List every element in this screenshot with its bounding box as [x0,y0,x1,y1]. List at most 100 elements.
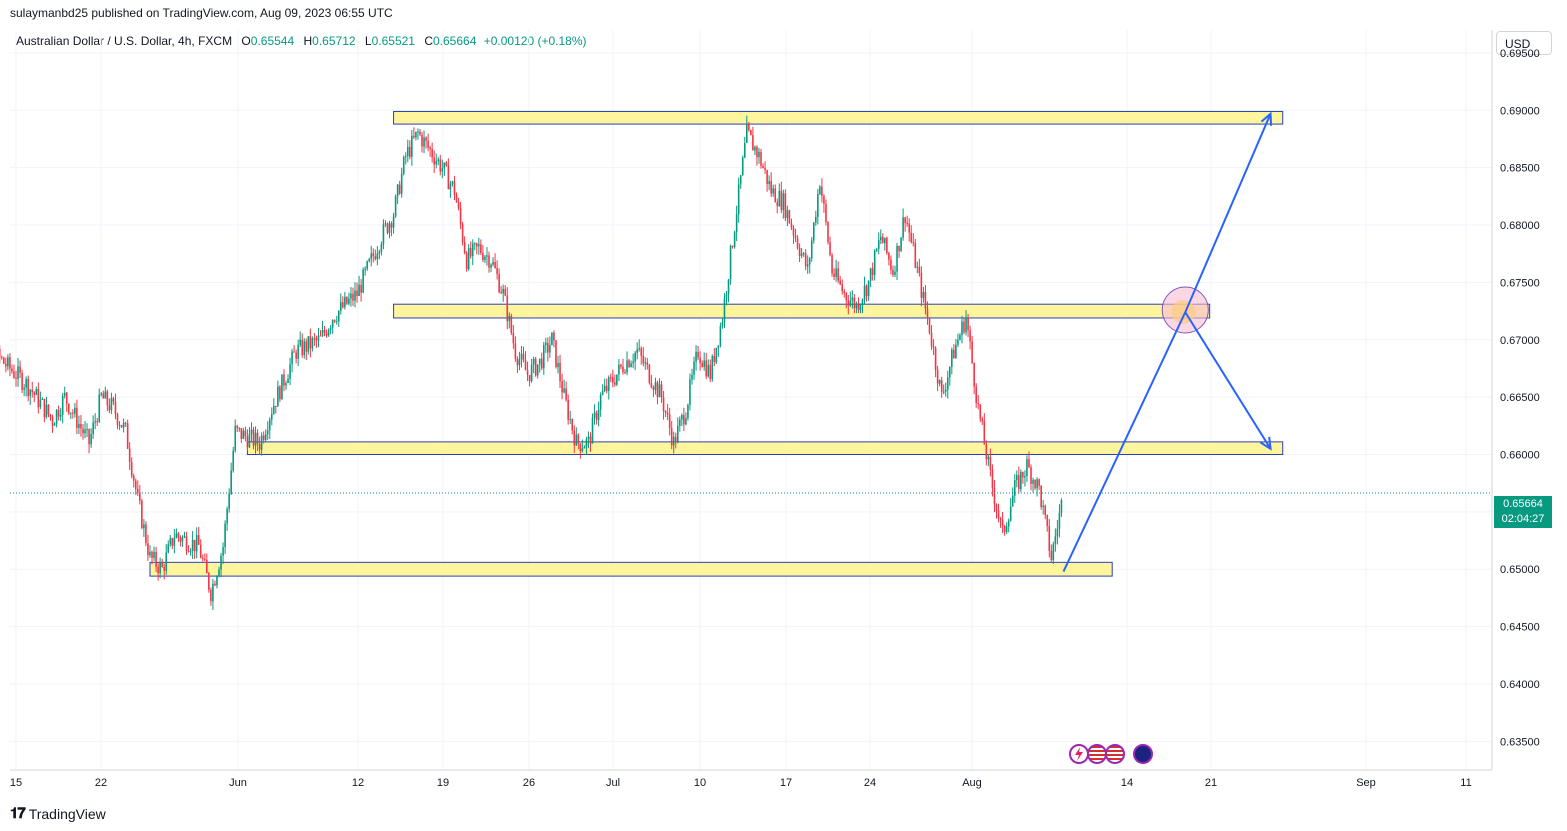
candle-up [593,412,596,418]
candle-up [711,356,714,380]
candle-down [15,377,17,379]
candle-up [679,419,681,426]
candle-down [912,242,915,244]
candle-down [609,377,612,379]
au-flag-event-icon[interactable] [1133,744,1153,764]
candle-up [449,183,452,190]
candle-down [999,518,1002,520]
price-axis[interactable]: 0.69500 0.69000 0.68500 0.68000 0.67500 0.670… [1500,48,1540,748]
projection-path[interactable] [1062,111,1273,572]
candle-down [731,245,734,247]
candle-down [47,404,50,415]
candle-up [104,391,107,399]
candle-down [652,387,655,390]
candle-up [875,248,878,251]
candle-up [90,434,92,445]
candle-up [281,374,283,400]
us-flag-event-icon[interactable] [1105,744,1125,764]
candle-up [1054,536,1057,544]
candle-down [650,382,653,388]
candle-down [766,169,768,185]
us-flag-event-icon[interactable] [1087,744,1107,764]
candle-down [784,193,787,219]
price-tick-label: 0.64000 [1500,679,1540,691]
candle-down [76,407,78,428]
candle-up [607,377,610,391]
candle-down [997,510,1000,519]
candle-up [250,429,253,435]
candle-down [674,436,677,443]
candle-up [220,555,222,570]
candle-up [242,430,245,439]
candle-down [924,291,927,309]
candle-up [530,364,533,382]
candle-up [691,374,693,380]
candle-up [94,421,96,423]
candle-down [210,589,212,602]
candle-up [676,425,679,443]
candle-up [212,583,214,602]
candle-up [285,383,287,386]
candle-up [378,251,381,254]
candle-down [459,208,462,225]
candle-up [366,261,368,269]
candle-up [687,404,689,419]
candle-down [975,386,977,404]
candle-down [1034,480,1036,489]
candle-down [346,296,348,304]
open-value: 0.65544 [250,34,295,48]
candle-down [120,425,123,428]
candle-down [595,412,598,420]
candle-up [959,334,961,340]
candle-up [867,280,870,297]
candle-down [0,356,3,358]
candle-up [441,168,444,172]
zone-rectangles[interactable] [149,110,1284,577]
candle-down [171,538,174,546]
currency-button[interactable]: USD [1496,31,1552,55]
candle-down [134,480,137,490]
candle-down [256,432,259,444]
candle-up [743,142,746,158]
candle-down [236,425,239,428]
candle-up [585,439,588,448]
candle-up [703,360,705,367]
candle-down [421,134,423,147]
candle-down [748,123,750,131]
candle-up [1056,528,1059,537]
candle-down [888,253,890,260]
support-resistance-zone [149,561,1113,577]
candle-up [685,418,687,425]
candle-down [1050,550,1053,561]
lightning-event-icon[interactable] [1069,744,1089,764]
candle-down [482,252,484,261]
time-tick-label: 11 [1460,777,1471,789]
candle-down [640,348,643,356]
candle-down [709,364,712,380]
candle-down [155,552,157,567]
candle-down [398,184,401,194]
candle-down [628,360,630,367]
candle-down [555,340,557,368]
candle-up [266,430,269,435]
candle-up [53,423,56,426]
candle-down [112,398,115,402]
time-axis[interactable]: 15 22 Jun 12 19 26 Jul 10 17 24 Aug 14 21 Sep 11 [10,777,1472,789]
candle-up [815,216,817,223]
tradingview-brand[interactable]: 𝟏𝟕 TradingView [10,805,106,822]
candle-down [197,535,200,545]
candle-up [689,379,691,405]
candle-up [575,434,578,446]
candle-down [547,342,549,353]
candle-down [244,430,247,437]
candle-up [232,450,235,471]
candle-up [672,436,675,446]
candle-up [165,552,168,571]
candle-up [467,248,470,270]
candle-down [831,255,833,274]
candle-up [70,412,72,414]
candle-down [512,332,515,344]
candle-down [193,539,196,552]
candle-up [1052,543,1055,561]
